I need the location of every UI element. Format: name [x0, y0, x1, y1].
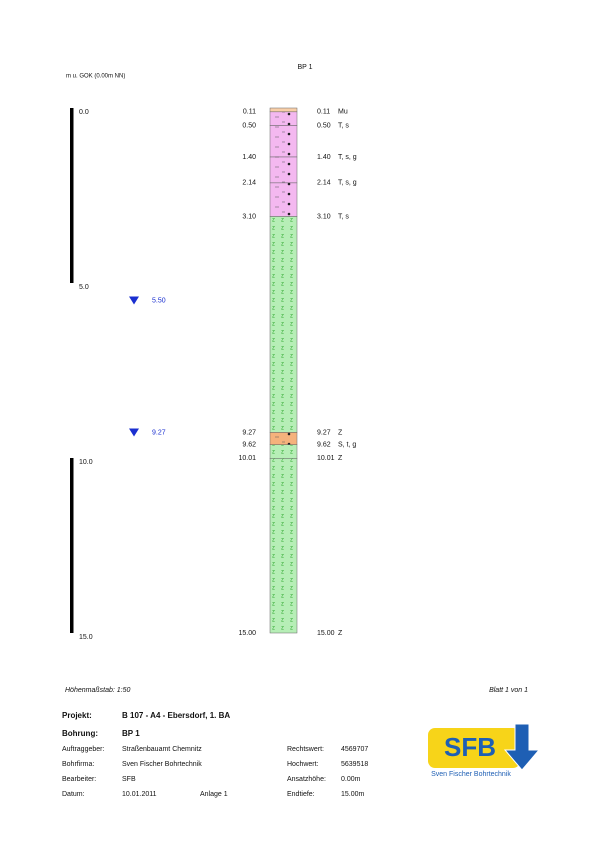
- water-level-marker: [129, 428, 139, 437]
- logo: SFB Sven Fischer Bohrtechnik: [428, 723, 541, 778]
- depth-left: 0.11: [243, 109, 256, 116]
- info-cell: Hochwert:: [287, 761, 319, 768]
- depth-left: 9.62: [242, 442, 256, 449]
- info-cell: Anlage 1: [200, 791, 228, 798]
- sheet-number: Blatt 1 von 1: [489, 687, 528, 694]
- depth-right: 15.00: [317, 630, 335, 637]
- depth-left: 9.27: [242, 429, 256, 436]
- scale-bar: [70, 458, 74, 633]
- soil-pattern: [270, 111, 297, 126]
- soil-code: Mu: [338, 109, 348, 116]
- depth-right: 9.27: [317, 429, 331, 436]
- soil-pattern: [270, 432, 297, 445]
- depth-left: 10.01: [238, 455, 256, 462]
- depth-left: 15.00: [238, 630, 256, 637]
- water-level-depth: 9.27: [152, 429, 166, 436]
- info-cell: 5639518: [341, 761, 368, 768]
- scale-label: 15.0: [79, 634, 93, 641]
- info-cell: Bearbeiter:: [62, 776, 96, 783]
- soil-code: T, s: [338, 213, 349, 220]
- depth-right: 0.50: [317, 122, 331, 129]
- depth-left: 2.14: [242, 180, 256, 187]
- info-cell: 10.01.2011: [122, 791, 157, 798]
- info-cell: Bohrfirma:: [62, 761, 94, 768]
- title: BP 1: [297, 64, 312, 71]
- depth-right: 2.14: [317, 180, 331, 187]
- info-cell: Rechtswert:: [287, 746, 324, 753]
- soil-code: Z: [338, 429, 343, 436]
- boring-label: Bohrung:: [62, 729, 98, 738]
- water-level-marker: [129, 296, 139, 305]
- info-cell: Ansatzhöhe:: [287, 776, 326, 783]
- depth-right: 3.10: [317, 213, 331, 220]
- project: B 107 - A4 - Ebersdorf, 1. BA: [122, 711, 230, 720]
- soil-pattern: [270, 157, 297, 183]
- info-cell: Straßenbauamt Chemnitz: [122, 746, 202, 753]
- soil-pattern: [270, 125, 297, 157]
- info-cell: 4569707: [341, 746, 368, 753]
- info-cell: Auftraggeber:: [62, 746, 104, 753]
- soil-pattern: [270, 444, 297, 459]
- soil-code: T, s, g: [338, 154, 357, 161]
- project-label: Projekt:: [62, 711, 92, 720]
- scale-label: 5.0: [79, 284, 89, 291]
- soil-code: Z: [338, 630, 343, 637]
- depth-right: 1.40: [317, 154, 331, 161]
- scale-bar: [70, 108, 74, 283]
- depth-left: 1.40: [242, 154, 256, 161]
- soil-code: T, s: [338, 122, 349, 129]
- vertical-scale: Höhenmaßstab: 1:50: [65, 687, 130, 694]
- depth-right: 0.11: [317, 109, 330, 116]
- info-cell: Datum:: [62, 791, 85, 798]
- unit: m u. GOK (0.00m NN): [66, 74, 125, 80]
- depth-right: 10.01: [317, 455, 335, 462]
- soil-code: T, s, g: [338, 180, 357, 187]
- soil-layer: [269, 107, 298, 113]
- logo-text: SFB: [444, 732, 496, 762]
- info-cell: Endtiefe:: [287, 791, 315, 798]
- soil-pattern: [270, 182, 297, 217]
- depth-left: 0.50: [242, 122, 256, 129]
- scale-label: 10.0: [79, 459, 93, 466]
- soil-code: Z: [338, 455, 343, 462]
- scale-label: 0.0: [79, 109, 89, 116]
- depth-right: 9.62: [317, 442, 331, 449]
- depth-left: 3.10: [242, 213, 256, 220]
- info-cell: SFB: [122, 776, 136, 783]
- soil-code: S, t, g: [338, 442, 356, 449]
- info-cell: 15.00m: [341, 791, 365, 798]
- info-cell: 0.00m: [341, 776, 361, 783]
- logo-subtitle: Sven Fischer Bohrtechnik: [431, 771, 511, 778]
- boring: BP 1: [122, 729, 140, 738]
- water-level-depth: 5.50: [152, 297, 166, 304]
- soil-pattern: [270, 458, 297, 633]
- soil-pattern: [270, 216, 297, 433]
- info-cell: Sven Fischer Bohrtechnik: [122, 761, 202, 768]
